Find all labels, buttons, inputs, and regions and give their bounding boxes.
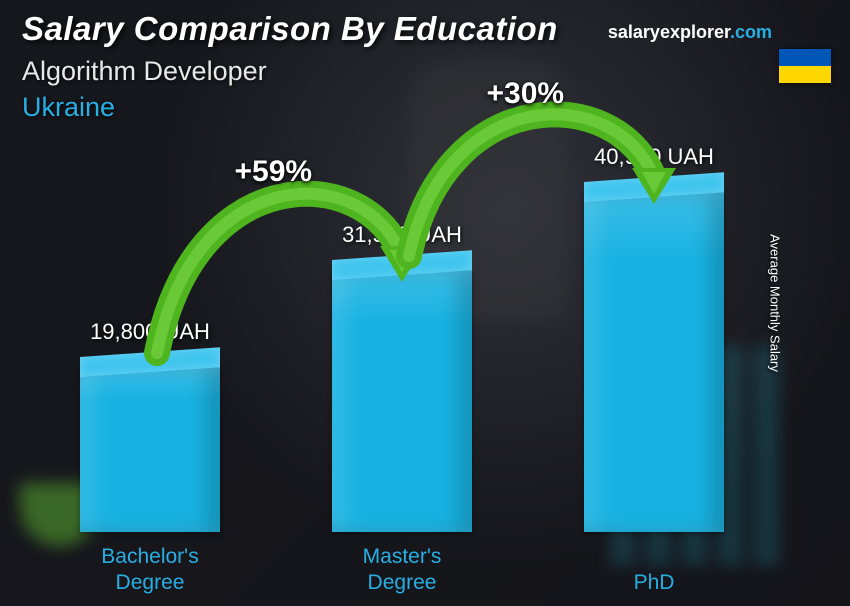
- brand-domain: .com: [730, 22, 772, 42]
- job-title: Algorithm Developer: [22, 56, 267, 87]
- salary-bar-chart: 19,800 UAHBachelor'sDegree31,500 UAHMast…: [50, 152, 770, 532]
- country-flag-icon: [778, 48, 832, 84]
- infographic-content: Salary Comparison By Education Algorithm…: [0, 0, 850, 606]
- bar-label-1: Master'sDegree: [312, 544, 492, 597]
- increase-pct-1: +30%: [487, 77, 565, 111]
- brand-logo: salaryexplorer.com: [608, 22, 772, 43]
- increase-pct-0: +59%: [235, 155, 313, 189]
- page-title: Salary Comparison By Education: [22, 10, 558, 48]
- flag-bottom-stripe: [779, 66, 831, 83]
- brand-name: salaryexplorer: [608, 22, 730, 42]
- increase-arrow-1: +30%: [379, 63, 694, 296]
- bar-label-2: PhD: [564, 570, 744, 596]
- flag-top-stripe: [779, 49, 831, 66]
- bar-label-0: Bachelor'sDegree: [60, 544, 240, 597]
- country-label: Ukraine: [22, 92, 115, 123]
